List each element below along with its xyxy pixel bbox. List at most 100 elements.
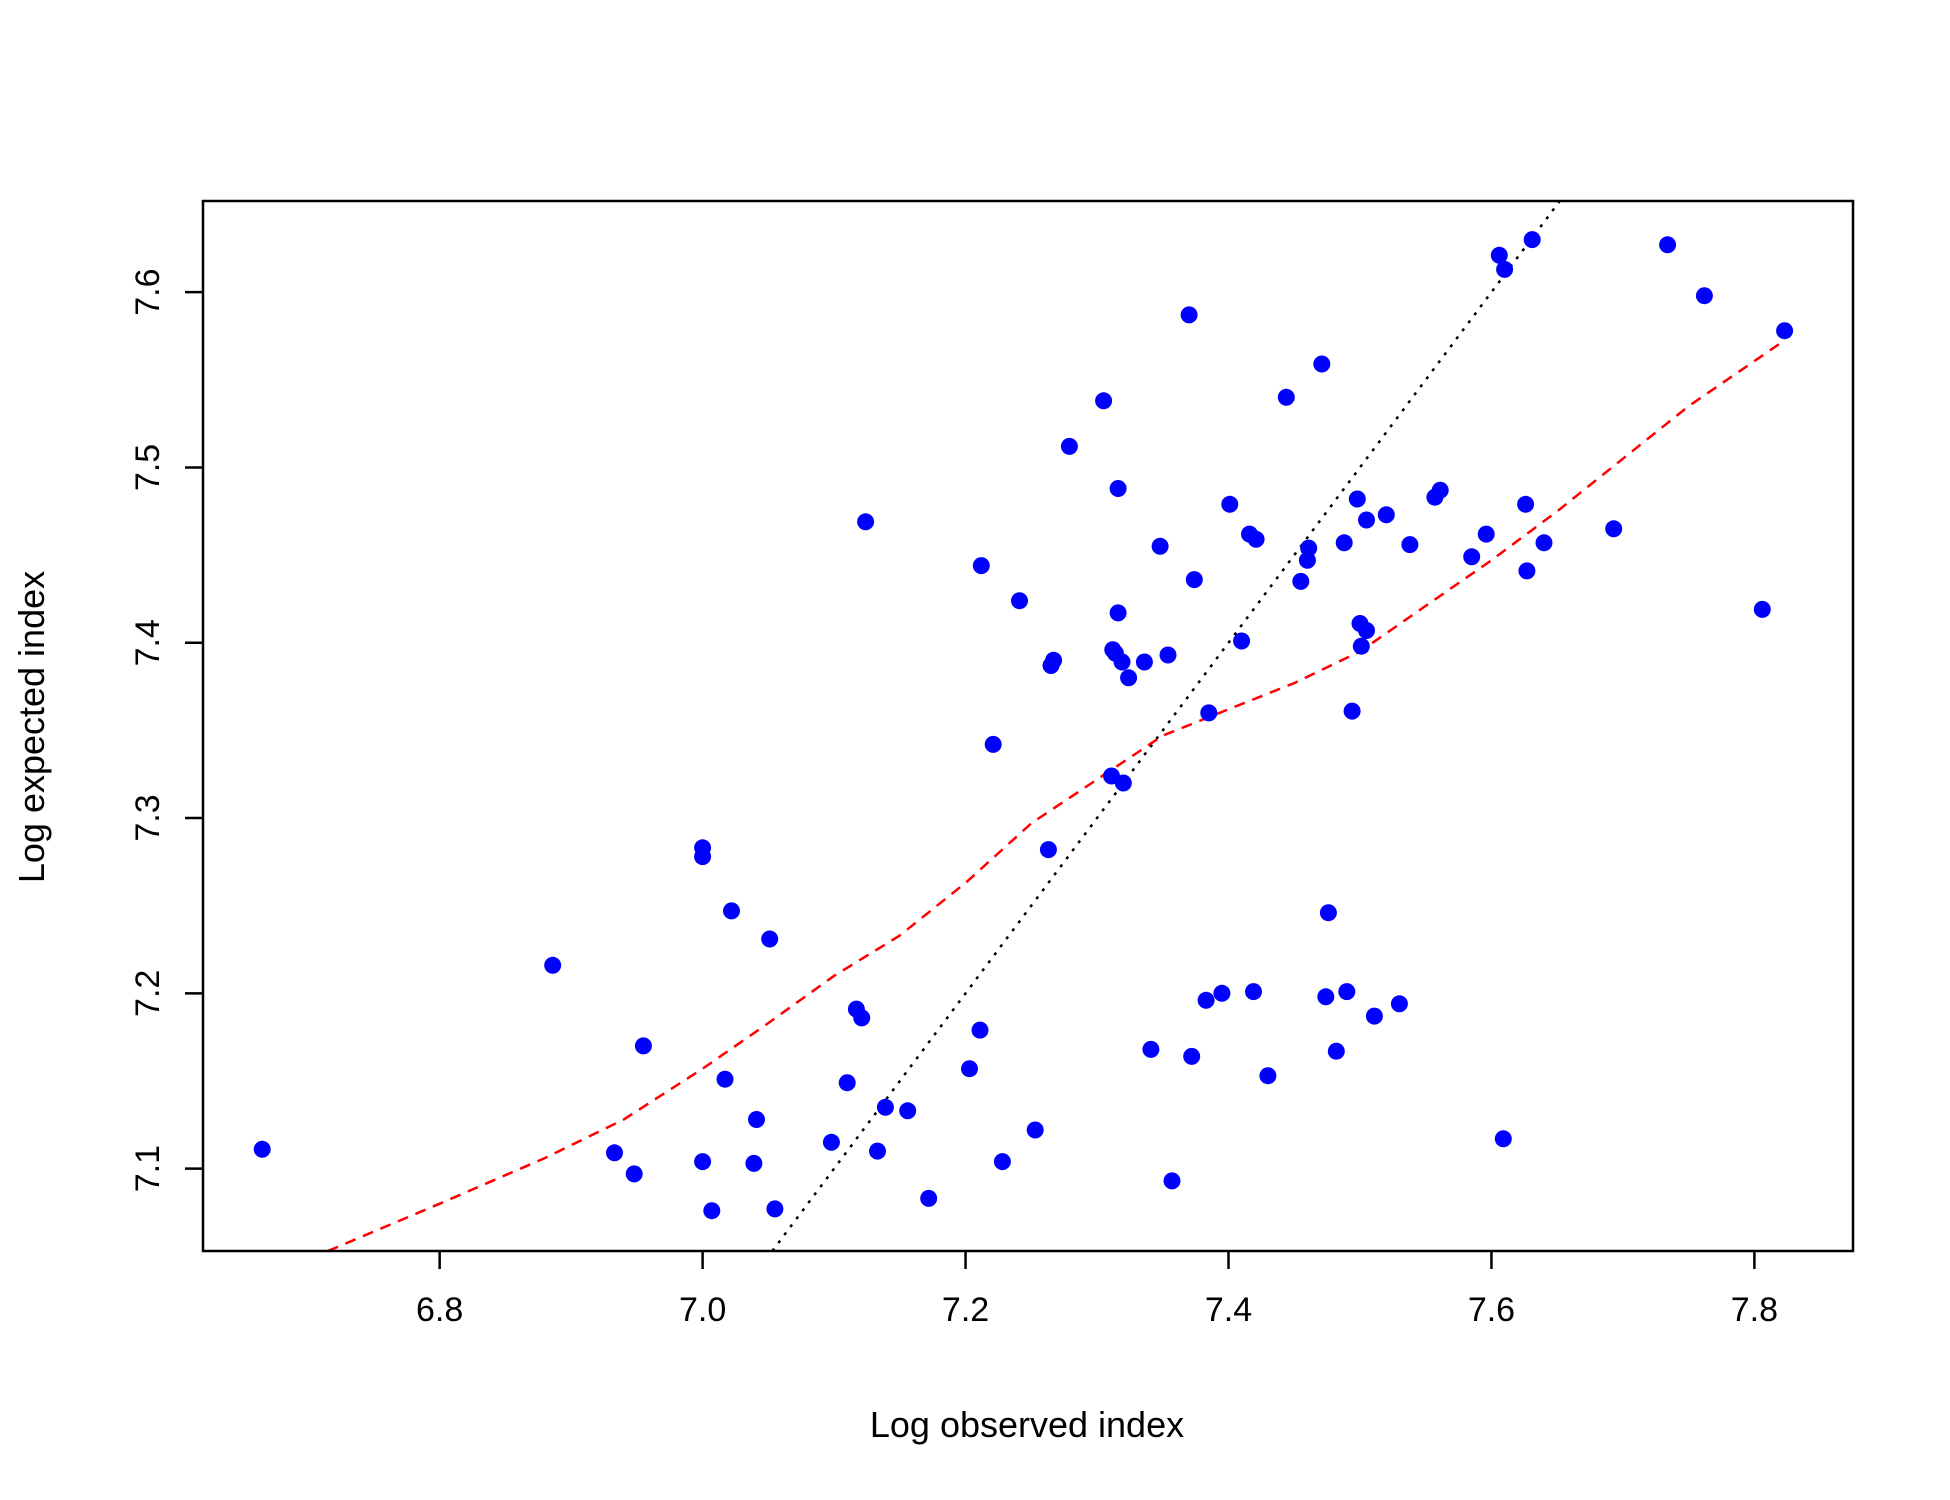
data-point [716, 1070, 734, 1088]
data-point [1327, 1042, 1345, 1060]
data-point [993, 1153, 1011, 1171]
data-point [694, 1153, 712, 1171]
data-point [1213, 984, 1231, 1002]
data-point [899, 1102, 917, 1120]
data-point [1518, 562, 1536, 580]
x-tick-label: 7.2 [942, 1291, 989, 1329]
data-point [1390, 995, 1408, 1013]
data-point [1233, 632, 1251, 650]
data-point [1477, 525, 1495, 543]
data-point [853, 1009, 871, 1027]
data-point [1151, 537, 1169, 555]
data-point [961, 1060, 978, 1078]
data-point [1753, 600, 1771, 618]
data-point [1026, 1121, 1044, 1139]
data-point [1319, 904, 1337, 922]
data-point [1185, 571, 1203, 589]
data-point [625, 1165, 643, 1183]
data-point [1259, 1067, 1277, 1085]
data-point [544, 956, 562, 974]
data-point [606, 1144, 623, 1162]
data-point [857, 513, 875, 531]
data-point [1045, 651, 1063, 669]
data-point [694, 848, 712, 866]
x-tick-label: 7.8 [1731, 1291, 1778, 1329]
data-point [1039, 841, 1057, 859]
data-point [1120, 669, 1138, 687]
data-point [1401, 536, 1419, 554]
x-tick-label: 7.0 [679, 1291, 726, 1329]
data-point [1358, 511, 1375, 529]
data-point [1245, 983, 1262, 1001]
data-point [1490, 246, 1508, 264]
identity-line [771, 201, 1561, 1251]
plot-area [253, 201, 1794, 1251]
data-point [1605, 520, 1623, 538]
data-point [1292, 572, 1310, 590]
data-point [1277, 388, 1295, 406]
data-point [1431, 481, 1449, 499]
data-point [1142, 1040, 1160, 1058]
y-tick-label: 7.2 [129, 970, 167, 1017]
data-point [1343, 702, 1361, 720]
data-point [1180, 306, 1198, 324]
y-axis-title: Log expected index [11, 571, 52, 883]
data-point [1200, 704, 1218, 722]
data-point [1109, 604, 1127, 622]
data-point [1523, 231, 1541, 249]
data-point [1095, 392, 1113, 410]
data-point [1163, 1172, 1181, 1190]
x-tick-label: 7.4 [1205, 1291, 1252, 1329]
data-point [1183, 1047, 1201, 1065]
fit-line [327, 341, 1782, 1251]
y-tick-label: 7.5 [129, 444, 167, 491]
x-axis: 6.8 7.0 7.2 7.4 7.6 7.8 [416, 1251, 1778, 1329]
data-point [1113, 653, 1131, 671]
data-point [1221, 495, 1239, 513]
data-point [1535, 534, 1553, 552]
plot-frame [201, 199, 1855, 1253]
data-point [1060, 437, 1078, 455]
data-point [984, 735, 1002, 753]
data-point [1348, 490, 1366, 508]
data-point [822, 1133, 840, 1151]
data-point [1494, 1130, 1512, 1148]
data-point [703, 1202, 721, 1220]
data-point [1109, 480, 1127, 497]
data-point [1011, 592, 1028, 610]
data-point [838, 1074, 856, 1092]
data-point [972, 557, 990, 575]
data-point [1496, 260, 1514, 278]
data-point [723, 902, 740, 920]
data-point [745, 1154, 763, 1172]
x-axis-title: Log observed index [870, 1404, 1184, 1445]
data-point [876, 1098, 894, 1116]
y-axis: 7.1 7.2 7.3 7.4 7.5 7.6 [129, 269, 203, 1192]
data-point [920, 1189, 938, 1207]
data-point [1197, 991, 1215, 1009]
data-point [1695, 287, 1713, 305]
data-point [1300, 539, 1318, 557]
data-point [761, 930, 779, 948]
y-tick-label: 7.1 [129, 1145, 167, 1192]
data-point [634, 1037, 652, 1055]
data-point [1352, 637, 1370, 655]
data-point [1135, 653, 1153, 671]
data-point [1776, 322, 1794, 340]
y-tick-label: 7.6 [129, 269, 167, 316]
data-point [1114, 774, 1132, 792]
data-point [869, 1142, 886, 1160]
data-point [1159, 646, 1177, 664]
data-point [1317, 988, 1335, 1006]
y-tick-label: 7.3 [129, 794, 167, 841]
data-points [253, 231, 1794, 1220]
data-point [1358, 622, 1375, 639]
x-tick-label: 6.8 [416, 1291, 463, 1329]
data-point [253, 1140, 271, 1158]
data-point [1463, 548, 1481, 566]
x-tick-label: 7.6 [1468, 1291, 1515, 1329]
data-point [971, 1021, 989, 1039]
data-point [1659, 236, 1677, 254]
data-point [1338, 983, 1356, 1001]
